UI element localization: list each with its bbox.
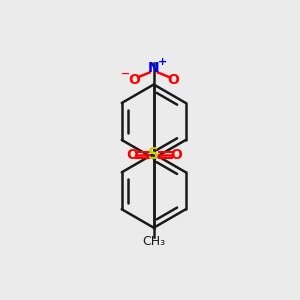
Text: O: O xyxy=(126,148,138,162)
Text: S: S xyxy=(148,148,159,163)
Text: CH₃: CH₃ xyxy=(142,235,165,248)
Text: O: O xyxy=(167,73,179,87)
Text: −: − xyxy=(121,69,130,79)
Text: +: + xyxy=(158,57,167,67)
Text: O: O xyxy=(170,148,182,162)
Text: O: O xyxy=(128,73,140,87)
Text: N: N xyxy=(148,61,160,75)
